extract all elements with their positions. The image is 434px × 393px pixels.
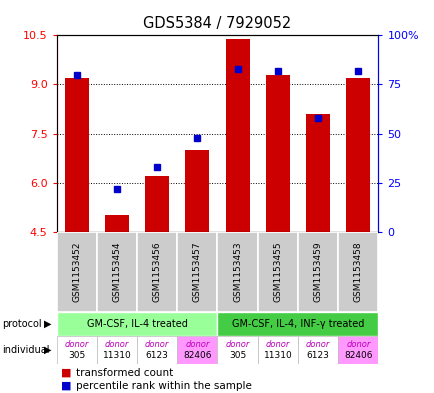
Text: GSM1153452: GSM1153452 — [72, 242, 81, 302]
Text: donor: donor — [105, 340, 129, 349]
Text: GSM1153459: GSM1153459 — [313, 242, 322, 303]
Text: donor: donor — [345, 340, 370, 349]
Text: 6123: 6123 — [145, 351, 168, 360]
Text: GSM1153457: GSM1153457 — [192, 242, 201, 303]
Bar — [177, 336, 217, 364]
Text: transformed count: transformed count — [76, 367, 173, 378]
Bar — [338, 336, 378, 364]
Bar — [217, 312, 378, 336]
Title: GDS5384 / 7929052: GDS5384 / 7929052 — [143, 17, 291, 31]
Text: donor: donor — [265, 340, 289, 349]
Bar — [137, 232, 177, 312]
Bar — [145, 176, 169, 232]
Bar — [56, 312, 217, 336]
Text: ▶: ▶ — [43, 345, 51, 355]
Bar — [56, 336, 97, 364]
Bar — [265, 75, 289, 232]
Text: 11310: 11310 — [263, 351, 292, 360]
Text: GSM1153458: GSM1153458 — [353, 242, 362, 303]
Bar — [338, 232, 378, 312]
Text: protocol: protocol — [2, 319, 42, 329]
Text: ■: ■ — [61, 367, 71, 378]
Bar — [137, 336, 177, 364]
Bar — [177, 232, 217, 312]
Text: 6123: 6123 — [306, 351, 329, 360]
Text: 82406: 82406 — [183, 351, 211, 360]
Text: ▶: ▶ — [43, 319, 51, 329]
Text: 11310: 11310 — [102, 351, 131, 360]
Text: percentile rank within the sample: percentile rank within the sample — [76, 381, 251, 391]
Bar — [96, 232, 137, 312]
Text: GM-CSF, IL-4, INF-γ treated: GM-CSF, IL-4, INF-γ treated — [231, 319, 363, 329]
Text: 305: 305 — [228, 351, 246, 360]
Text: 305: 305 — [68, 351, 85, 360]
Bar — [217, 232, 257, 312]
Text: GSM1153456: GSM1153456 — [152, 242, 161, 303]
Text: individual: individual — [2, 345, 49, 355]
Bar — [56, 232, 97, 312]
Bar — [225, 39, 249, 232]
Bar — [217, 336, 257, 364]
Bar — [185, 150, 209, 232]
Bar — [297, 232, 338, 312]
Text: donor: donor — [145, 340, 169, 349]
Text: donor: donor — [305, 340, 329, 349]
Text: 82406: 82406 — [343, 351, 372, 360]
Text: donor: donor — [64, 340, 89, 349]
Text: GSM1153454: GSM1153454 — [112, 242, 121, 302]
Bar — [257, 336, 297, 364]
Bar — [297, 336, 338, 364]
Text: donor: donor — [185, 340, 209, 349]
Bar — [65, 78, 89, 232]
Text: GSM1153455: GSM1153455 — [273, 242, 282, 303]
Bar — [345, 78, 369, 232]
Text: donor: donor — [225, 340, 249, 349]
Bar — [257, 232, 297, 312]
Text: GM-CSF, IL-4 treated: GM-CSF, IL-4 treated — [86, 319, 187, 329]
Text: ■: ■ — [61, 381, 71, 391]
Bar — [305, 114, 329, 232]
Text: GSM1153453: GSM1153453 — [233, 242, 242, 303]
Bar — [96, 336, 137, 364]
Bar — [105, 215, 128, 232]
